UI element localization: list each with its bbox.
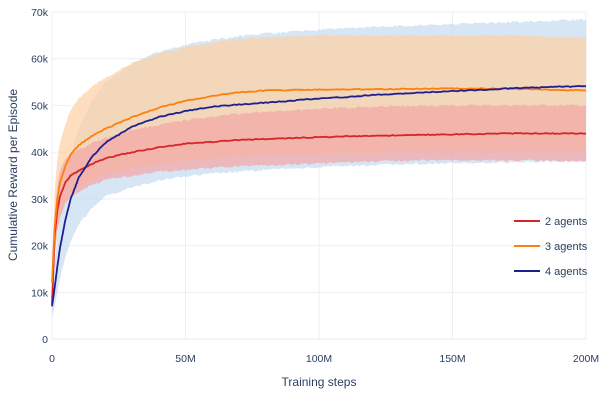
x-tick-label: 100M (306, 353, 332, 365)
y-tick-label: 50k (31, 100, 49, 112)
line-2-agents (51, 132, 587, 305)
y-tick-label: 0 (42, 334, 48, 346)
y-axis-title: Cumulative Reward per Episode (6, 89, 20, 261)
line-3-agents (51, 87, 586, 283)
x-tick-label: 200M (573, 353, 599, 365)
legend-item-4-agents[interactable]: 4 agents (514, 266, 588, 278)
x-tick-label: 0 (49, 353, 55, 365)
x-tick-label: 150M (439, 353, 465, 365)
y-tick-label: 70k (31, 7, 49, 19)
legend-label: 4 agents (545, 266, 588, 278)
band-2-agents (52, 104, 586, 311)
line-4-agents (51, 85, 587, 307)
legend-item-3-agents[interactable]: 3 agents (514, 241, 588, 253)
legend[interactable]: 2 agents 3 agents 4 agents (514, 216, 588, 278)
legend-label: 2 agents (545, 216, 588, 228)
series-lines (51, 85, 587, 307)
y-tick-label: 10k (31, 287, 49, 299)
y-tick-label: 40k (31, 147, 49, 159)
y-tick-label: 20k (31, 241, 49, 253)
x-tick-label: 50M (175, 353, 195, 365)
y-tick-label: 30k (31, 194, 49, 206)
legend-label: 3 agents (545, 241, 588, 253)
x-axis-title: Training steps (282, 375, 357, 389)
legend-item-2-agents[interactable]: 2 agents (514, 216, 588, 228)
tick-labels: 0 10k 20k 30k 40k 50k 60k 70k 0 50M 100M 150M 200M (31, 7, 599, 365)
y-tick-label: 60k (31, 54, 49, 66)
